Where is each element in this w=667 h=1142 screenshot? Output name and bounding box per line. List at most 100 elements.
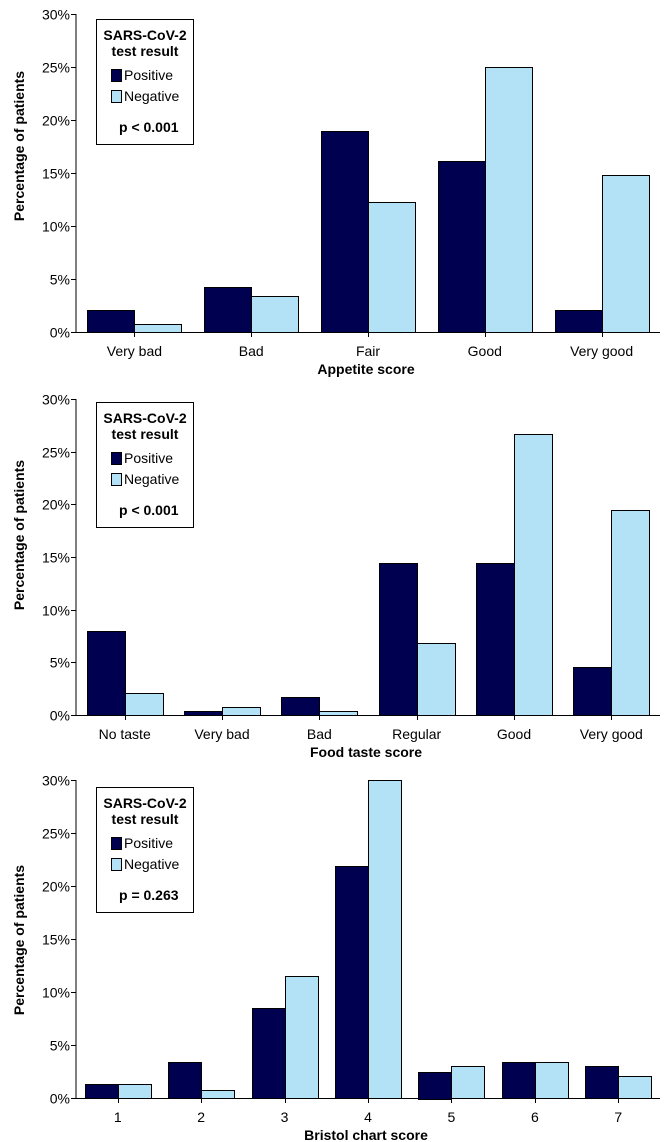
y-tick-label: 25% [42, 826, 70, 842]
legend-label-positive: Positive [124, 67, 174, 83]
legend-swatch-positive [111, 452, 122, 465]
bar-negative-regular [417, 643, 456, 716]
bar-positive-very-bad [184, 711, 223, 716]
y-tick-label: 15% [42, 550, 70, 566]
x-tick-label: Bad [307, 726, 332, 742]
bar-negative-bad [251, 296, 299, 333]
bar-positive-very-bad [87, 310, 135, 333]
x-axis-label: Appetite score [317, 361, 414, 377]
appetite-chart-panel: 0% 5% 10% 15% 20% 25% 30% Percentage of patient… [0, 0, 667, 384]
bar-negative-1 [118, 1084, 152, 1099]
bar-negative-very-bad [134, 324, 182, 333]
x-tick-label: No taste [99, 726, 151, 742]
y-tick-label: 20% [42, 879, 70, 895]
y-tick-label: 15% [42, 932, 70, 948]
bristol-chart: 0% 5% 10% 15% 20% 25% 30% Percentage of patient… [11, 773, 660, 1142]
y-tick-label: 10% [42, 219, 70, 235]
bar-negative-6 [535, 1062, 569, 1099]
y-tick-label: 30% [42, 7, 70, 23]
y-tick-label: 25% [42, 60, 70, 76]
y-tick-label: 5% [50, 272, 70, 288]
bristol-chart-panel: 0% 5% 10% 15% 20% 25% 30% Percentage of patient… [0, 767, 667, 1142]
legend-title-line2: test result [111, 43, 179, 59]
x-tick-label: 6 [531, 1109, 539, 1125]
p-value-annotation: p = 0.263 [119, 887, 179, 903]
x-tick-label: Good [468, 343, 502, 359]
x-tick-label: Regular [392, 726, 441, 742]
y-tick-label: 0% [50, 325, 70, 341]
x-tick-label: 3 [281, 1109, 289, 1125]
bar-positive-regular [379, 563, 418, 716]
bar-positive-very-good [555, 310, 603, 333]
bar-positive-2 [168, 1062, 202, 1099]
legend-swatch-negative [111, 90, 122, 103]
legend: SARS-CoV-2 test result Positive Negative… [96, 402, 194, 528]
legend-label-negative: Negative [124, 856, 180, 872]
appetite-chart: 0% 5% 10% 15% 20% 25% 30% Percentage of patient… [11, 7, 660, 377]
x-tick-label: 5 [448, 1109, 456, 1125]
bar-positive-very-good [573, 667, 612, 716]
x-tick-label: 1 [114, 1109, 122, 1125]
bar-negative-good [514, 434, 553, 716]
y-tick-label: 20% [42, 497, 70, 513]
legend-title-line1: SARS-CoV-2 [103, 27, 187, 43]
legend-label-negative: Negative [124, 88, 180, 104]
x-tick-label: Very bad [194, 726, 249, 742]
legend-title-line2: test result [111, 426, 179, 442]
bar-negative-3 [285, 976, 319, 1099]
legend-label-negative: Negative [124, 471, 180, 487]
food-taste-chart: 0% 5% 10% 15% 20% 25% 30% Percentage of patient… [11, 392, 660, 760]
legend-swatch-positive [111, 837, 122, 850]
legend-title-line2: test result [111, 811, 179, 827]
y-tick-label: 5% [50, 1038, 70, 1054]
legend-title-line1: SARS-CoV-2 [103, 795, 187, 811]
y-axis-label: Percentage of patients [11, 865, 27, 1015]
bar-positive-6 [502, 1062, 536, 1099]
legend-label-positive: Positive [124, 835, 174, 851]
bar-positive-7 [585, 1066, 619, 1099]
bar-positive-1 [85, 1084, 119, 1099]
food-taste-chart-panel: 0% 5% 10% 15% 20% 25% 30% Percentage of patient… [0, 384, 667, 767]
y-tick-label: 30% [42, 392, 70, 408]
y-axis-label: Percentage of patients [11, 71, 27, 221]
bar-positive-4 [335, 866, 369, 1099]
bar-negative-5 [451, 1066, 485, 1099]
bar-positive-fair [321, 131, 369, 333]
p-value-annotation: p < 0.001 [119, 119, 179, 135]
y-tick-label: 30% [42, 773, 70, 789]
bar-negative-no-taste [125, 693, 164, 716]
bar-negative-7 [618, 1076, 652, 1099]
bar-positive-good [438, 161, 486, 333]
x-tick-label: Fair [356, 343, 380, 359]
y-tick-label: 15% [42, 166, 70, 182]
legend-swatch-negative [111, 858, 122, 871]
bar-positive-good [476, 563, 515, 716]
legend: SARS-CoV-2 test result Positive Negative… [96, 19, 194, 145]
bar-positive-bad [281, 697, 320, 716]
y-tick-label: 25% [42, 445, 70, 461]
bar-positive-3 [252, 1008, 286, 1099]
bar-positive-5 [418, 1072, 452, 1100]
bar-negative-very-bad [222, 707, 261, 716]
legend-label-positive: Positive [124, 450, 174, 466]
y-tick-label: 10% [42, 603, 70, 619]
y-tick-label: 5% [50, 655, 70, 671]
y-tick-label: 0% [50, 708, 70, 724]
bar-negative-very-good [611, 510, 650, 716]
bar-positive-bad [204, 287, 252, 333]
x-tick-label: Very good [570, 343, 633, 359]
bar-negative-fair [368, 202, 416, 333]
bar-negative-good [485, 67, 533, 333]
bar-negative-bad [319, 711, 358, 716]
x-tick-label: Very good [580, 726, 643, 742]
y-axis-label: Percentage of patients [11, 460, 27, 610]
x-tick-label: Good [497, 726, 531, 742]
legend-title-line1: SARS-CoV-2 [103, 410, 187, 426]
x-tick-label: Bad [239, 343, 264, 359]
x-tick-label: 2 [197, 1109, 205, 1125]
bar-negative-very-good [602, 175, 650, 333]
x-axis-label: Bristol chart score [304, 1127, 428, 1142]
y-tick-label: 0% [50, 1091, 70, 1107]
legend: SARS-CoV-2 test result Positive Negative… [96, 787, 194, 913]
x-axis-label: Food taste score [310, 744, 422, 760]
